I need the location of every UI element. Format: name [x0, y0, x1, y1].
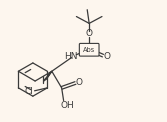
Polygon shape: [43, 71, 52, 81]
Text: OH: OH: [61, 101, 74, 110]
Text: HN: HN: [64, 52, 77, 61]
FancyBboxPatch shape: [79, 43, 99, 56]
Text: O: O: [86, 29, 93, 38]
Text: O: O: [76, 77, 83, 86]
Text: O: O: [103, 52, 110, 61]
Text: Cl: Cl: [24, 87, 33, 96]
Text: Abs: Abs: [83, 47, 95, 53]
